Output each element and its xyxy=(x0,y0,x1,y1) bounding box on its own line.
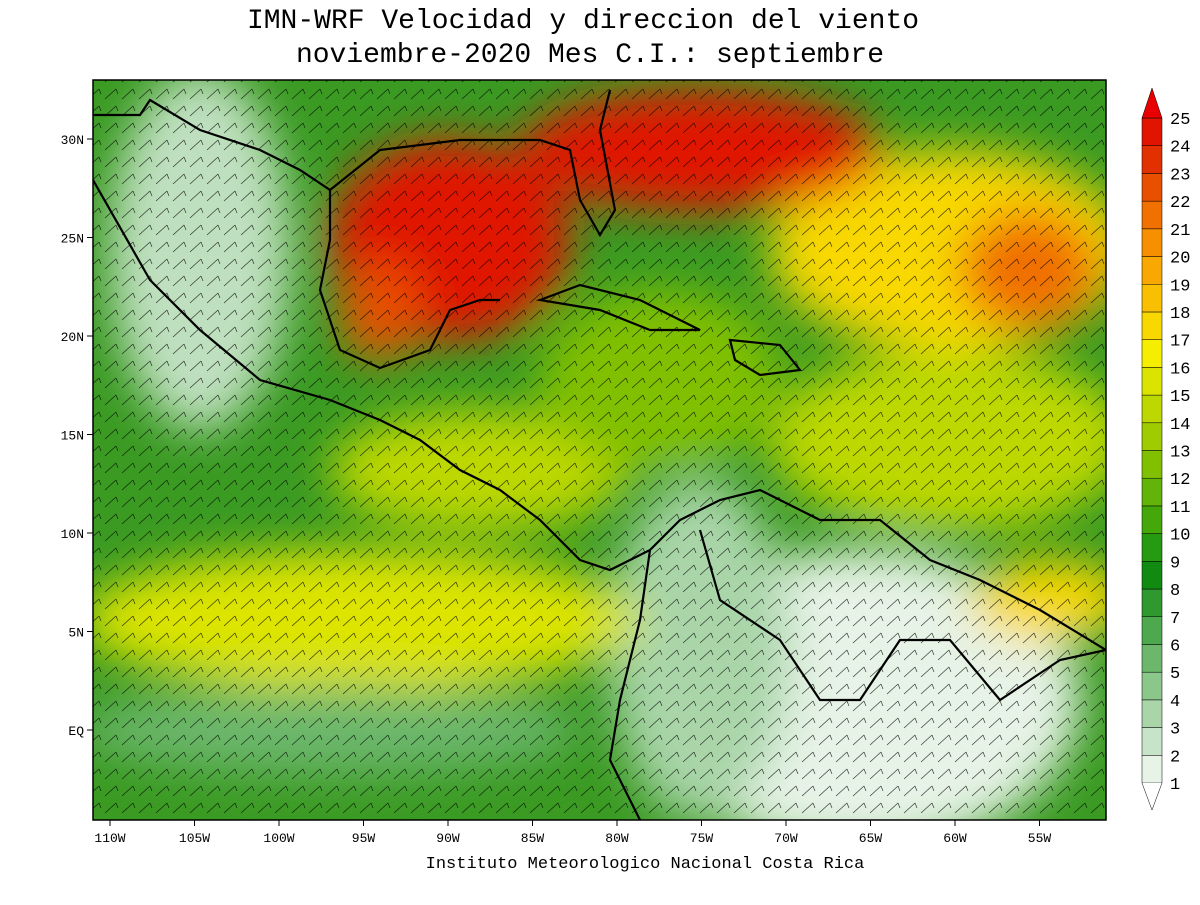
lat-tick-label: 30N xyxy=(61,133,84,148)
colorbar-segment xyxy=(1141,644,1163,673)
colorbar-segment xyxy=(1141,477,1163,507)
colorbar-label: 17 xyxy=(1170,333,1190,352)
colorbar-extend-top xyxy=(1141,87,1163,119)
colorbar-label: 15 xyxy=(1170,388,1190,407)
colorbar-segment xyxy=(1141,616,1163,645)
lon-tick-label: 90W xyxy=(436,831,460,846)
colorbar-label: 19 xyxy=(1170,277,1190,296)
coastlines xyxy=(93,89,1106,820)
colorbar-segment xyxy=(1141,755,1163,784)
lat-tick-label: 15N xyxy=(61,429,84,444)
colorbar-label: 20 xyxy=(1170,250,1190,269)
colorbar-segment xyxy=(1141,450,1163,479)
colorbar-extend-bottom xyxy=(1141,782,1163,811)
colorbar-label: 22 xyxy=(1170,194,1190,213)
lat-tick-label: 10N xyxy=(61,527,84,542)
colorbar-label: 6 xyxy=(1170,637,1180,656)
lon-tick-label: 95W xyxy=(352,831,376,846)
colorbar-label: 1 xyxy=(1170,776,1180,795)
lon-tick-label: 70W xyxy=(774,831,798,846)
colorbar-segment xyxy=(1141,311,1163,340)
colorbar-label: 23 xyxy=(1170,166,1190,185)
colorbar-segment xyxy=(1141,228,1163,257)
colorbar-label: 16 xyxy=(1170,360,1190,379)
colorbar-label: 12 xyxy=(1170,471,1190,490)
colorbar-segment xyxy=(1141,367,1163,396)
colorbar-label: 13 xyxy=(1170,444,1190,463)
colorbar-segment xyxy=(1141,561,1163,590)
colorbar-label: 2 xyxy=(1170,748,1180,767)
footer: Instituto Meteorologico Nacional Costa R… xyxy=(426,855,865,874)
wind-field xyxy=(93,80,1106,820)
colorbar-label: 25 xyxy=(1170,111,1190,130)
title-line-2: noviembre-2020 Mes C.I.: septiembre xyxy=(296,40,884,71)
lon-tick-label: 60W xyxy=(943,831,967,846)
colorbar-label: 3 xyxy=(1170,721,1180,740)
coastline xyxy=(608,549,652,820)
colorbar-segment xyxy=(1141,117,1163,146)
lon-tick-label: 55W xyxy=(1028,831,1052,846)
map-frame xyxy=(92,79,1107,821)
coastline xyxy=(93,179,1106,651)
colorbar-segment xyxy=(1141,145,1163,174)
border xyxy=(698,529,1106,702)
lat-tick-label: EQ xyxy=(68,724,84,739)
colorbar-label: 4 xyxy=(1170,693,1180,712)
lon-tick-label: 75W xyxy=(690,831,714,846)
title-line-1: IMN-WRF Velocidad y direccion del viento xyxy=(247,6,919,37)
lon-tick-label: 105W xyxy=(179,831,210,846)
colorbar-segment xyxy=(1141,200,1163,230)
colorbar-label: 10 xyxy=(1170,527,1190,546)
colorbar-label: 7 xyxy=(1170,610,1180,629)
colorbar-label: 8 xyxy=(1170,582,1180,601)
colorbar-segment xyxy=(1141,699,1163,728)
wind-barbs xyxy=(93,80,1106,820)
colorbar-label: 18 xyxy=(1170,305,1190,324)
lon-tick-label: 65W xyxy=(859,831,883,846)
coastline xyxy=(728,338,803,377)
colorbar-segment xyxy=(1141,671,1163,701)
colorbar-segment xyxy=(1141,284,1163,313)
lat-tick-label: 25N xyxy=(61,232,84,247)
colorbar-label: 21 xyxy=(1170,222,1190,241)
lon-tick-label: 110W xyxy=(94,831,125,846)
colorbar-segment xyxy=(1141,727,1163,756)
colorbar-segment xyxy=(1141,256,1163,285)
colorbar-segment xyxy=(1141,422,1163,451)
colorbar-label: 9 xyxy=(1170,554,1180,573)
colorbar-segment xyxy=(1141,394,1163,424)
colorbar-label: 11 xyxy=(1170,499,1190,518)
coastline xyxy=(535,283,701,332)
colorbar-segment xyxy=(1141,588,1163,618)
colorbar-segment xyxy=(1141,173,1163,202)
coastline xyxy=(93,98,500,370)
coastline xyxy=(329,89,617,238)
lon-tick-label: 85W xyxy=(521,831,545,846)
lat-tick-label: 5N xyxy=(68,626,84,641)
colorbar-label: 5 xyxy=(1170,665,1180,684)
colorbar-segment xyxy=(1141,505,1163,534)
colorbar-label: 24 xyxy=(1170,139,1190,158)
lon-tick-label: 100W xyxy=(263,831,294,846)
lon-tick-label: 80W xyxy=(605,831,629,846)
colorbar-label: 14 xyxy=(1170,416,1190,435)
colorbar-segment xyxy=(1141,339,1163,368)
lat-tick-label: 20N xyxy=(61,330,84,345)
colorbar-segment xyxy=(1141,533,1163,562)
